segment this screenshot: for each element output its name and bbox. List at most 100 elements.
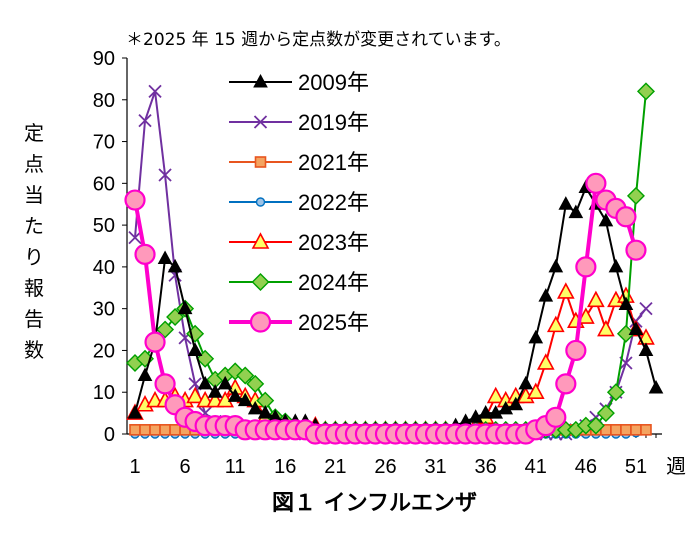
- data-point-2009: [558, 196, 574, 210]
- data-point-2009: [137, 367, 153, 382]
- y-tick-label: 60: [93, 173, 115, 195]
- y-axis-label-char: 定: [24, 121, 44, 145]
- data-point-2009: [508, 396, 524, 411]
- x-tick-label: 41: [525, 456, 547, 478]
- data-point-2009: [488, 405, 504, 419]
- data-point-2025: [615, 206, 637, 228]
- data-point-2025: [565, 339, 587, 362]
- data-point-2023: [587, 290, 605, 308]
- data-point-2009: [247, 400, 263, 415]
- data-point-2023: [556, 282, 575, 299]
- y-axis-label-char: た: [24, 214, 44, 238]
- legend-label-2021: 2021年: [298, 150, 369, 175]
- data-point-2025: [545, 406, 567, 428]
- data-point-2021: [630, 424, 642, 436]
- data-point-2023: [486, 386, 505, 404]
- data-point-2025: [585, 172, 607, 194]
- y-axis-label-char: り: [24, 245, 44, 269]
- data-point-2009: [227, 388, 243, 402]
- legend-marker-2024: [251, 273, 270, 291]
- legend-item-2025: 2025年: [229, 310, 369, 335]
- data-point-2023: [526, 382, 545, 400]
- data-point-2009: [518, 375, 534, 390]
- y-tick-label: 20: [93, 340, 115, 362]
- data-point-2009: [598, 212, 614, 227]
- data-point-2023: [216, 390, 235, 408]
- data-point-2009: [568, 204, 584, 219]
- data-point-2023: [536, 353, 555, 370]
- data-point-2009: [217, 375, 233, 390]
- legend-marker-2019: [253, 115, 268, 129]
- legend-item-2022: 2022年: [229, 190, 369, 215]
- data-point-2019: [158, 168, 172, 182]
- data-point-2021: [129, 424, 141, 436]
- y-tick-label: 40: [93, 257, 115, 279]
- data-point-2024: [596, 404, 615, 423]
- data-point-2023: [597, 319, 615, 337]
- data-point-2025: [625, 239, 647, 261]
- data-point-2009: [538, 288, 554, 302]
- legend-marker-2023: [251, 232, 270, 249]
- data-point-2009: [608, 258, 624, 273]
- data-point-2009: [207, 384, 223, 398]
- data-point-2025: [555, 373, 577, 395]
- legend-label-2019: 2019年: [298, 110, 369, 135]
- x-tick-label: 6: [180, 456, 191, 478]
- data-point-2009: [618, 296, 634, 310]
- legend-marker-2025: [249, 311, 272, 333]
- data-point-2009: [177, 300, 193, 315]
- data-point-2024: [246, 374, 265, 393]
- data-point-2025: [154, 373, 176, 395]
- y-axis-label-char: 数: [24, 338, 44, 362]
- data-point-2009: [628, 321, 644, 336]
- x-axis-unit: 週: [666, 455, 686, 478]
- data-point-2024: [626, 186, 645, 205]
- chart-title: 図１ インフルエンザ: [272, 491, 477, 516]
- y-tick-label: 0: [104, 424, 115, 446]
- data-point-2009: [237, 392, 253, 407]
- x-tick-label: 11: [225, 456, 246, 478]
- data-point-2019: [639, 302, 653, 316]
- data-point-2023: [546, 315, 565, 333]
- data-point-2009: [187, 342, 203, 356]
- x-tick-label: 36: [475, 456, 497, 478]
- legend-marker-2022: [255, 197, 266, 207]
- axes: [126, 58, 662, 435]
- legend-label-2024: 2024年: [298, 270, 369, 295]
- y-axis-label-char: 報: [24, 276, 44, 300]
- data-point-2025: [124, 189, 146, 211]
- y-tick-label: 30: [93, 299, 115, 321]
- data-point-2009: [157, 250, 173, 265]
- data-point-2025: [575, 256, 597, 278]
- data-point-2009: [548, 258, 564, 273]
- data-point-2021: [610, 424, 622, 436]
- y-axis-label-char: 当: [24, 183, 44, 207]
- y-axis-label-char: 点: [24, 152, 44, 176]
- x-tick-label: 16: [274, 456, 296, 478]
- legend: 2009年 2019年 2021年 2022年 2023年 2024年 2025年: [229, 70, 369, 335]
- data-point-2021: [149, 424, 161, 436]
- data-point-2009: [498, 400, 514, 415]
- legend-marker-2021: [254, 156, 267, 168]
- y-tick-label: 50: [93, 215, 115, 237]
- data-point-2019: [138, 114, 152, 128]
- series-2025: [124, 172, 647, 445]
- series-group: [124, 82, 664, 445]
- data-point-2019: [148, 84, 162, 99]
- y-tick-label: 80: [93, 90, 115, 112]
- legend-label-2023: 2023年: [298, 230, 369, 255]
- y-tick-label: 90: [93, 48, 115, 70]
- data-point-2009: [257, 405, 273, 419]
- legend-item-2024: 2024年: [229, 270, 369, 295]
- data-point-2024: [236, 366, 255, 385]
- y-tick-label: 10: [93, 382, 115, 404]
- legend-item-2009: 2009年: [229, 70, 369, 95]
- legend-item-2023: 2023年: [229, 230, 369, 255]
- data-point-2021: [620, 424, 632, 436]
- data-point-2009: [478, 405, 494, 419]
- data-point-2009: [197, 375, 213, 390]
- data-point-2023: [186, 386, 204, 404]
- legend-item-2021: 2021年: [229, 150, 369, 175]
